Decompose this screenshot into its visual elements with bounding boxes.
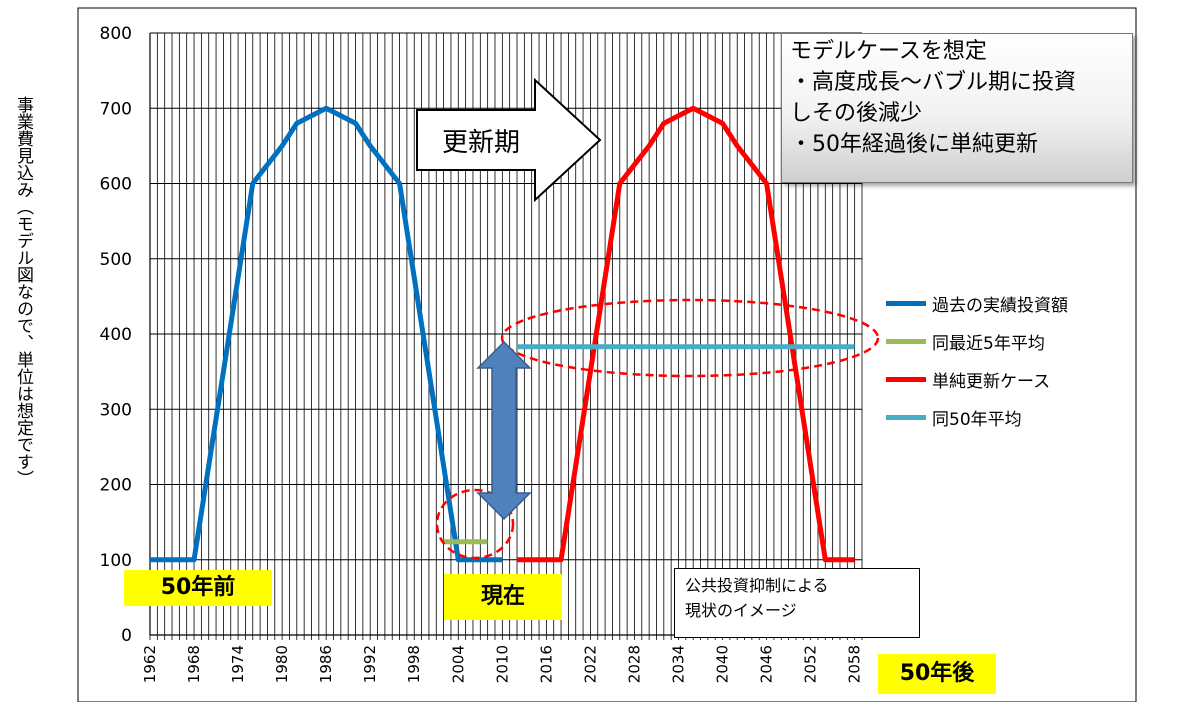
present-label: 現在 — [444, 574, 562, 620]
info-box: 公共投資抑制による 現状のイメージ — [674, 568, 920, 638]
legend-label: 単純更新ケース — [932, 371, 1051, 392]
legend-item: 同最近5年平均 — [886, 322, 1068, 360]
series-layer — [150, 105, 855, 563]
series-line-0 — [150, 105, 503, 563]
y-tick-label: 700 — [100, 99, 132, 119]
x-tick-label: 1986 — [317, 645, 335, 683]
info-line: 公共投資抑制による — [685, 576, 829, 595]
y-tick-label: 0 — [121, 626, 132, 646]
average-highlight-ellipse — [500, 298, 880, 378]
x-tick-label: 2040 — [714, 645, 732, 683]
legend-swatch — [886, 338, 926, 344]
x-tick-label: 2010 — [493, 645, 511, 683]
note-line: モデルケースを想定 — [790, 39, 987, 64]
legend-label: 過去の実績投資額 — [932, 295, 1068, 316]
y-axis-label: 事業費見込み（モデル図なので、単位は想定です） — [13, 96, 33, 487]
legend-label: 同最近5年平均 — [932, 333, 1045, 354]
future-label: 50年後 — [878, 654, 996, 694]
y-tick-label: 800 — [100, 24, 132, 44]
y-axis-ticks: 0 100 200 300 400 500 600 700 800 — [100, 24, 132, 646]
gap-double-arrow — [476, 340, 532, 521]
x-tick-label: 2052 — [802, 645, 820, 683]
y-tick-label: 200 — [100, 476, 132, 496]
x-tick-label: 1962 — [141, 645, 159, 683]
overlay — [416, 77, 880, 560]
x-tick-label: 2022 — [581, 645, 599, 683]
y-tick-label: 500 — [100, 250, 132, 270]
note-line: ・高度成長～バブル期に投資 — [790, 70, 1077, 95]
series-line-2 — [517, 105, 855, 563]
x-tick-label: 1968 — [185, 645, 203, 683]
note-line: ・50年経過後に単純更新 — [790, 132, 1038, 157]
x-tick-label: 1980 — [273, 645, 291, 683]
legend: 過去の実績投資額 同最近5年平均 単純更新ケース 同50年平均 — [886, 284, 1068, 436]
x-tick-label: 2016 — [537, 645, 555, 683]
note-box: モデルケースを想定 ・高度成長～バブル期に投資 しその後減少 ・50年経過後に単… — [781, 33, 1133, 183]
renewal-arrow — [416, 77, 602, 203]
y-tick-label: 400 — [100, 325, 132, 345]
legend-item: 過去の実績投資額 — [886, 284, 1068, 322]
legend-label: 同50年平均 — [932, 409, 1022, 430]
y-tick-label: 100 — [100, 551, 132, 571]
past-label: 50年前 — [124, 570, 272, 606]
legend-swatch — [886, 414, 926, 420]
renewal-arrow-label: 更新期 — [442, 128, 521, 158]
y-tick-label: 300 — [100, 400, 132, 420]
x-tick-label: 2034 — [669, 645, 687, 683]
note-line: しその後減少 — [790, 101, 923, 126]
legend-item: 同50年平均 — [886, 398, 1068, 436]
legend-swatch — [886, 300, 926, 306]
x-axis-ticks: 1962 1968 1974 1980 1986 1992 1998 2004 2010 2016… — [141, 645, 864, 683]
y-tick-label: 600 — [100, 175, 132, 195]
x-tick-label: 2028 — [625, 645, 643, 683]
info-line: 現状のイメージ — [685, 601, 797, 620]
x-tick-label: 2058 — [846, 645, 864, 683]
legend-item: 単純更新ケース — [886, 360, 1068, 398]
x-tick-label: 1998 — [405, 645, 423, 683]
x-tick-label: 2046 — [758, 645, 776, 683]
present-highlight-ellipse — [435, 488, 515, 560]
x-tick-label: 1992 — [361, 645, 379, 683]
legend-swatch — [886, 376, 926, 382]
x-tick-label: 1974 — [229, 645, 247, 683]
x-tick-label: 2004 — [449, 645, 467, 683]
